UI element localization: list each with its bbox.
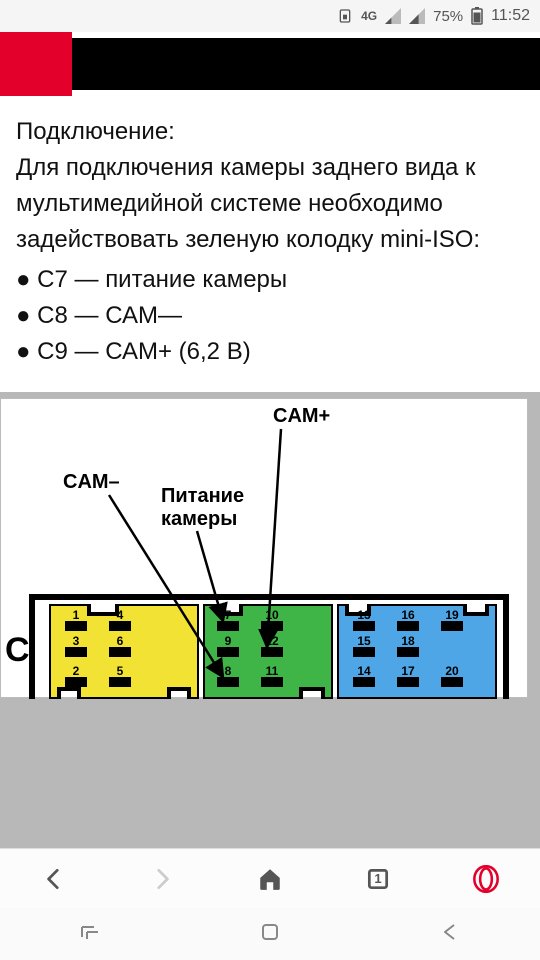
clock: 11:52 (491, 7, 530, 25)
signal-icon-2 (409, 8, 425, 24)
pin-label-18: 18 (397, 634, 419, 648)
tabs-count: 1 (374, 871, 381, 886)
pin-label-13: 13 (353, 608, 375, 622)
pin-15: 15 (353, 647, 375, 657)
pin-label-17: 17 (397, 664, 419, 678)
paragraph: Для подключения камеры заднего вида к му… (16, 150, 524, 258)
pin-5: 5 (109, 677, 131, 687)
label-camera-power: Питаниекамеры (161, 485, 244, 531)
pin-7: 7 (217, 621, 239, 631)
label-cam-minus: CAM– (63, 471, 120, 494)
bullet-item: С9 — САМ+ (6,2 В) (16, 334, 524, 370)
connector-letter: C (5, 631, 30, 670)
home-system-button[interactable] (258, 920, 282, 949)
heading: Подключение: (16, 114, 524, 150)
battery-icon (471, 7, 483, 25)
pin-label-20: 20 (441, 664, 463, 678)
pin-1: 1 (65, 621, 87, 631)
pin-2: 2 (65, 677, 87, 687)
pin-label-12: 12 (261, 634, 283, 648)
pin-label-8: 8 (217, 664, 239, 678)
pin-12: 12 (261, 647, 283, 657)
pin-16: 16 (397, 621, 419, 631)
pin-label-11: 11 (261, 664, 283, 678)
pin-label-15: 15 (353, 634, 375, 648)
back-system-button[interactable] (438, 920, 462, 949)
sim-icon (337, 8, 353, 24)
system-nav-bar (0, 908, 540, 960)
pin-label-5: 5 (109, 664, 131, 678)
battery-percent: 75% (433, 8, 463, 25)
diagram-container: CAM+CAM–ПитаниекамерыC143625710912811131… (0, 392, 540, 848)
pin-label-10: 10 (261, 608, 283, 622)
pin-14: 14 (353, 677, 375, 687)
pin-3: 3 (65, 647, 87, 657)
pin-label-6: 6 (109, 634, 131, 648)
article-content: Подключение: Для подключения камеры задн… (0, 96, 540, 370)
label-cam-plus: CAM+ (273, 405, 330, 428)
pin-9: 9 (217, 647, 239, 657)
pin-label-7: 7 (217, 608, 239, 622)
pin-11: 11 (261, 677, 283, 687)
pin-6: 6 (109, 647, 131, 657)
bullet-item: С7 — питание камеры (16, 262, 524, 298)
browser-nav-bar: 1 (0, 848, 540, 908)
pin-20: 20 (441, 677, 463, 687)
bullet-item: С8 — САМ— (16, 298, 524, 334)
opera-menu-button[interactable] (462, 855, 510, 903)
header-red-block (0, 32, 72, 96)
pin-label-19: 19 (441, 608, 463, 622)
connector-diagram: CAM+CAM–ПитаниекамерыC143625710912811131… (0, 398, 528, 698)
pin-label-4: 4 (109, 608, 131, 622)
app-header (0, 32, 540, 96)
pin-4: 4 (109, 621, 131, 631)
pin-label-3: 3 (65, 634, 87, 648)
pin-19: 19 (441, 621, 463, 631)
pin-label-1: 1 (65, 608, 87, 622)
bullet-list: С7 — питание камеры С8 — САМ— С9 — САМ+ … (16, 262, 524, 370)
pin-13: 13 (353, 621, 375, 631)
pin-8: 8 (217, 677, 239, 687)
forward-button[interactable] (138, 855, 186, 903)
pin-10: 10 (261, 621, 283, 631)
status-bar: 4G 75% 11:52 (0, 0, 540, 32)
network-indicator: 4G (361, 9, 377, 23)
back-button[interactable] (30, 855, 78, 903)
recents-button[interactable] (78, 920, 102, 949)
home-button[interactable] (246, 855, 294, 903)
pin-label-2: 2 (65, 664, 87, 678)
pin-label-16: 16 (397, 608, 419, 622)
pin-18: 18 (397, 647, 419, 657)
tabs-button[interactable]: 1 (354, 855, 402, 903)
header-black-block (72, 38, 540, 90)
pin-label-14: 14 (353, 664, 375, 678)
pin-17: 17 (397, 677, 419, 687)
signal-icon (385, 8, 401, 24)
pin-label-9: 9 (217, 634, 239, 648)
